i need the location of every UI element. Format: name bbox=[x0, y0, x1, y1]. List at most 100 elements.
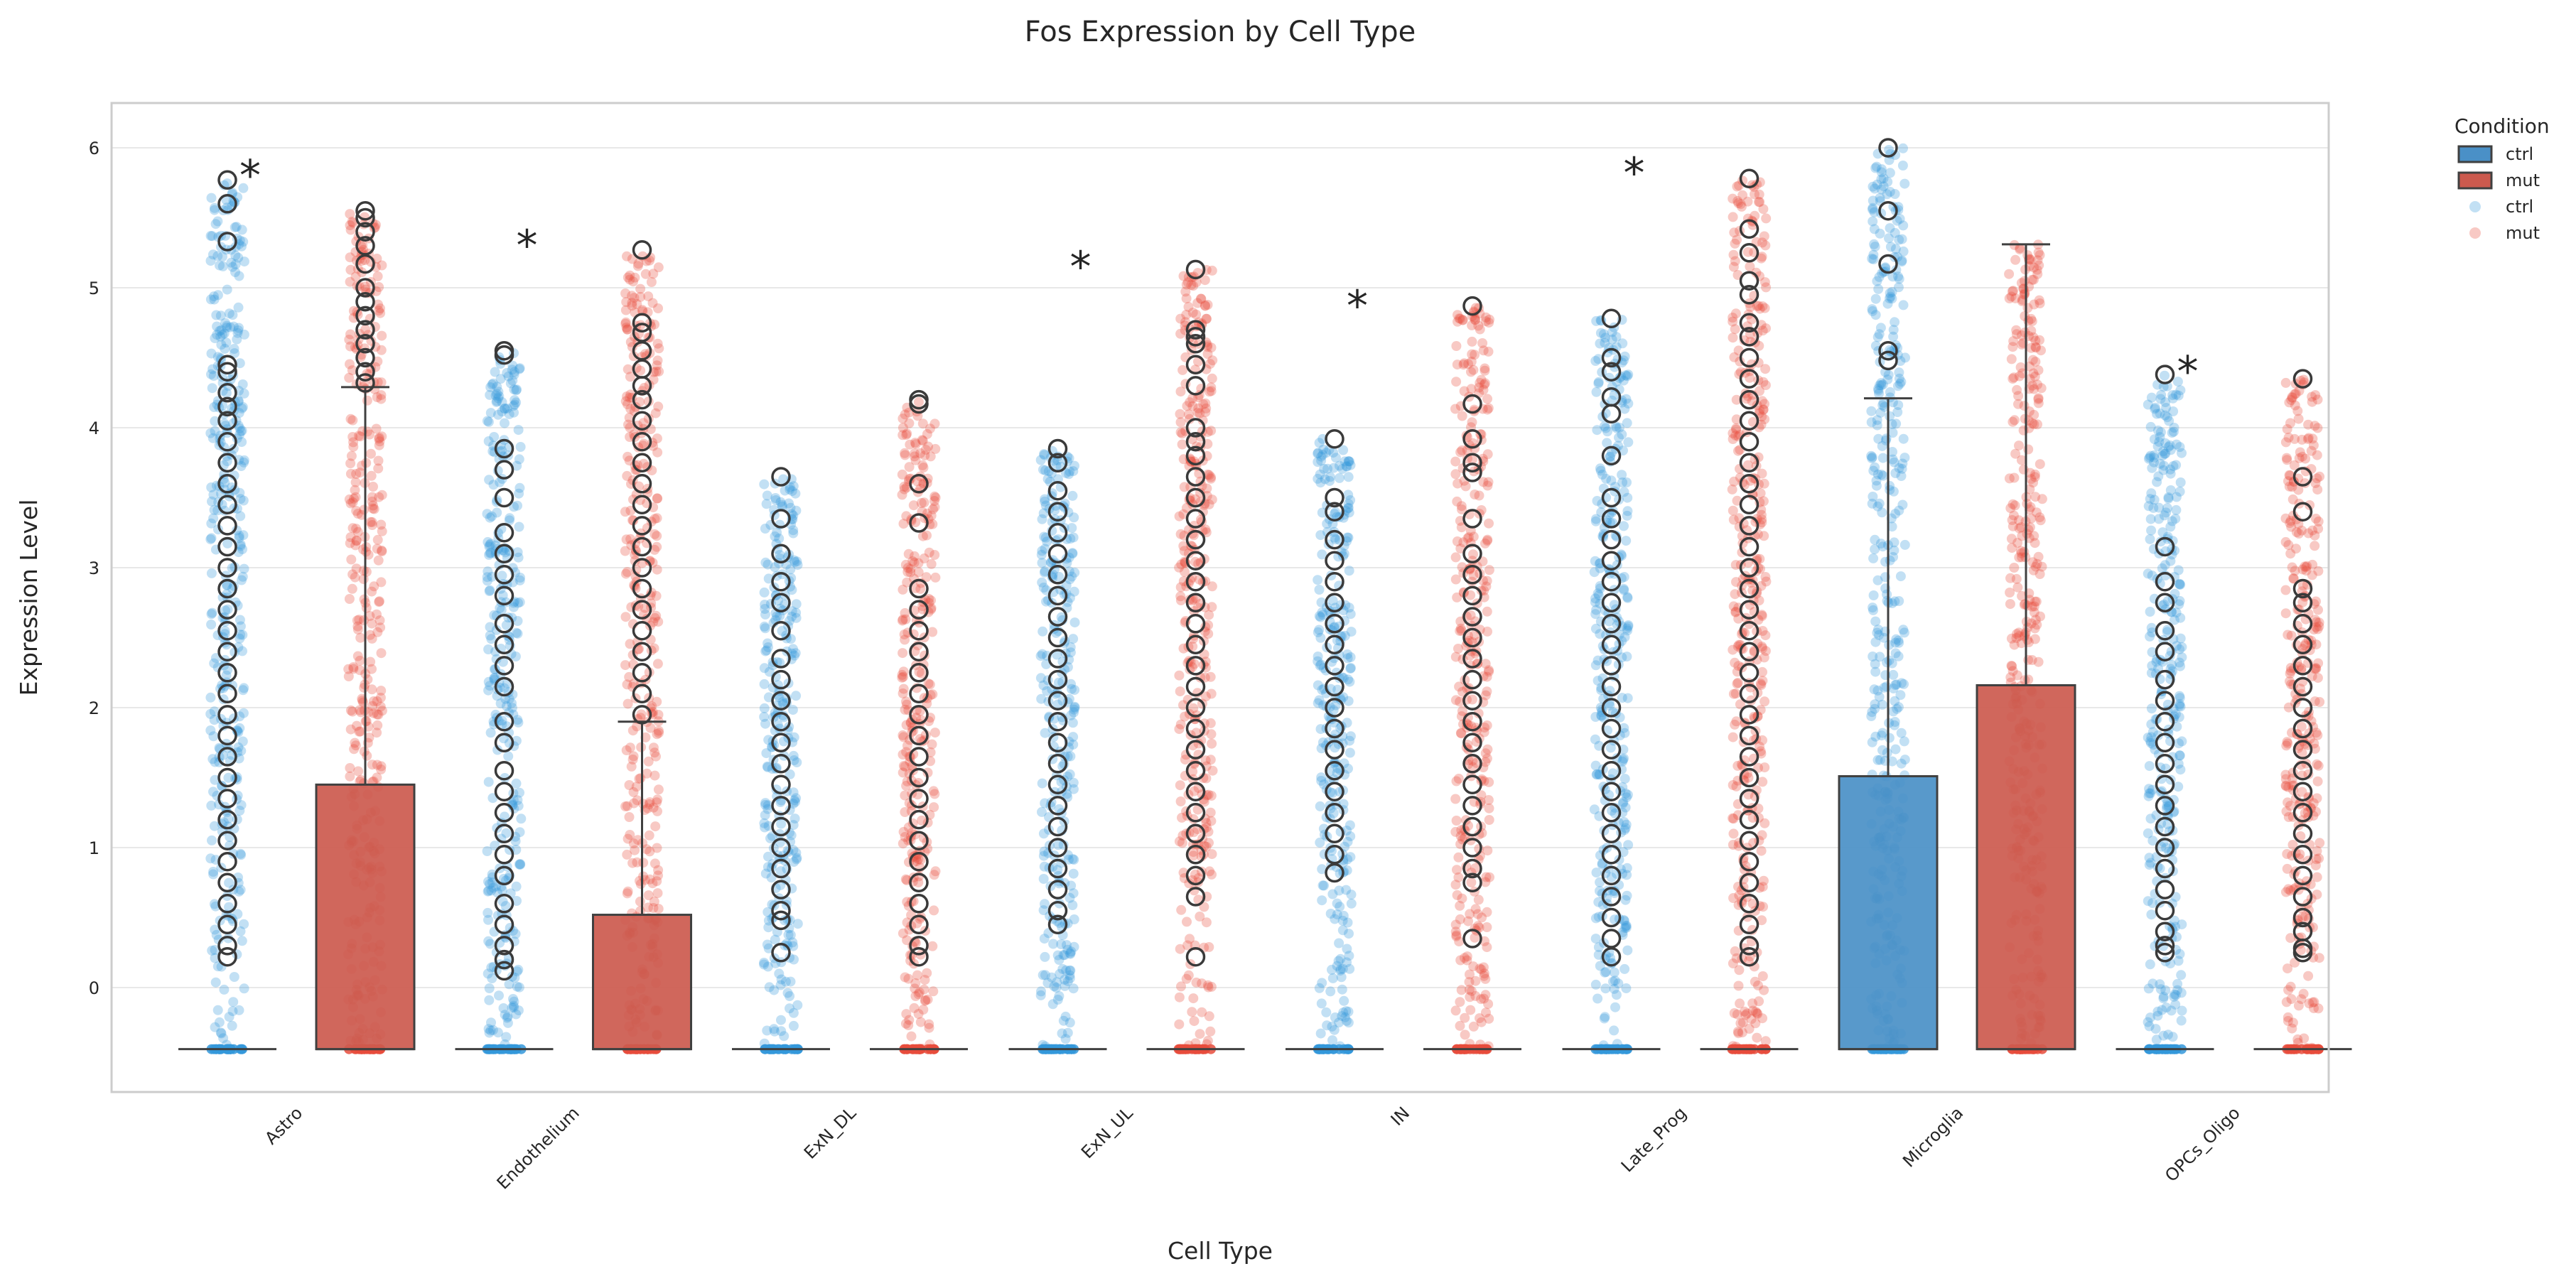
strip-point bbox=[898, 760, 909, 771]
strip-point bbox=[1756, 845, 1767, 856]
strip-point bbox=[1868, 602, 1878, 613]
strip-point bbox=[345, 724, 356, 735]
strip-point bbox=[1065, 966, 1076, 975]
strip-point bbox=[2177, 736, 2187, 747]
strip-point bbox=[495, 698, 506, 708]
strip-point bbox=[774, 968, 785, 979]
strip-point bbox=[375, 303, 385, 314]
strip-point bbox=[502, 1012, 512, 1023]
strip-point bbox=[235, 235, 245, 246]
strip-point bbox=[235, 358, 245, 369]
strip-point bbox=[234, 531, 244, 541]
strip-point bbox=[485, 389, 495, 400]
strip-point bbox=[1063, 854, 1074, 865]
strip-point bbox=[235, 629, 246, 640]
strip-point bbox=[348, 662, 359, 672]
strip-point bbox=[222, 178, 232, 189]
strip-point bbox=[1205, 807, 1216, 818]
strip-point bbox=[377, 526, 387, 536]
strip-point bbox=[785, 976, 796, 987]
strip-point bbox=[1062, 940, 1072, 951]
strip-point bbox=[2171, 504, 2182, 515]
strip-point bbox=[214, 1017, 225, 1027]
strip-point bbox=[1182, 917, 1192, 927]
strip-point bbox=[763, 851, 773, 862]
strip-point bbox=[237, 575, 247, 585]
strip-point bbox=[1345, 652, 1356, 662]
strip-point bbox=[1460, 1012, 1470, 1023]
strip-point bbox=[1068, 532, 1079, 543]
strip-point bbox=[1593, 655, 1603, 666]
strip-point bbox=[1729, 352, 1740, 362]
strip-point bbox=[1482, 575, 1492, 586]
strip-point bbox=[483, 968, 493, 979]
chart-title: Fos Expression by Cell Type bbox=[1025, 16, 1416, 48]
strip-point bbox=[1174, 1019, 1185, 1029]
strip-point bbox=[1877, 453, 1888, 463]
strip-point bbox=[1317, 737, 1328, 747]
strip-point bbox=[223, 772, 234, 783]
strip-point bbox=[239, 983, 249, 994]
strip-point bbox=[1038, 626, 1048, 637]
strip-point bbox=[515, 442, 526, 452]
strip-point bbox=[652, 531, 662, 541]
strip-point bbox=[1482, 404, 1493, 415]
strip-point bbox=[1455, 997, 1465, 1007]
strip-point bbox=[488, 882, 498, 893]
strip-point bbox=[208, 867, 219, 877]
strip-point bbox=[1035, 455, 1046, 465]
strip-point bbox=[1593, 676, 1603, 686]
strip-point bbox=[234, 271, 244, 281]
strip-point bbox=[512, 384, 522, 395]
strip-point bbox=[512, 500, 522, 511]
grid-lines bbox=[112, 147, 2329, 988]
strip-point bbox=[510, 399, 520, 410]
strip-point bbox=[2036, 345, 2046, 356]
strip-point bbox=[1728, 249, 1739, 260]
strip-point bbox=[1484, 803, 1494, 814]
strip-point bbox=[1335, 966, 1346, 976]
strip-point bbox=[1591, 867, 1602, 878]
strip-point bbox=[206, 348, 217, 359]
strip-point bbox=[224, 877, 235, 888]
strip-point bbox=[1617, 798, 1628, 809]
strip-point bbox=[215, 331, 226, 342]
strip-point bbox=[929, 789, 940, 799]
strip-point bbox=[500, 547, 511, 558]
strip-point bbox=[759, 959, 770, 970]
strip-point bbox=[650, 821, 661, 832]
strip-point bbox=[1065, 966, 1075, 976]
strip-point bbox=[1065, 1017, 1075, 1028]
strip-point bbox=[1482, 671, 1492, 682]
strip-point bbox=[1752, 1032, 1762, 1043]
strip-point bbox=[1060, 751, 1070, 762]
strip-point bbox=[1065, 970, 1075, 980]
strip-point bbox=[1038, 508, 1049, 519]
strip-point bbox=[1315, 477, 1326, 488]
strip-point bbox=[1039, 861, 1050, 872]
strip-point bbox=[2167, 659, 2177, 670]
strip-point bbox=[206, 369, 216, 379]
strip-point bbox=[760, 600, 770, 610]
strip-point bbox=[483, 676, 494, 687]
strip-point bbox=[929, 728, 940, 738]
strip-point bbox=[351, 563, 362, 574]
strip-point bbox=[1038, 465, 1048, 475]
strip-point bbox=[643, 890, 654, 901]
strip-point bbox=[230, 250, 241, 261]
strip-point bbox=[761, 748, 772, 759]
strip-point bbox=[210, 924, 220, 935]
strip-point bbox=[1200, 301, 1210, 311]
strip-point bbox=[1037, 546, 1047, 556]
strip-point bbox=[1870, 293, 1881, 304]
strip-point bbox=[785, 502, 796, 513]
strip-point bbox=[1759, 818, 1770, 828]
strip-point bbox=[1340, 1012, 1350, 1022]
strip-point bbox=[1897, 161, 1908, 171]
strip-point bbox=[221, 388, 232, 399]
strip-point bbox=[1890, 744, 1901, 755]
strip-point bbox=[1062, 1027, 1073, 1038]
strip-point bbox=[205, 231, 216, 241]
strip-point bbox=[1876, 470, 1887, 480]
strip-point bbox=[1868, 590, 1879, 600]
